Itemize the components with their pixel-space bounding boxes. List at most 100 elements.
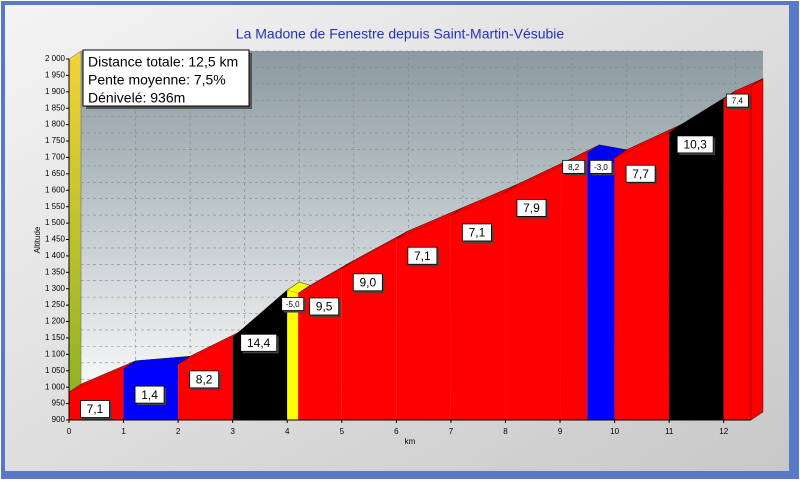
label-box (589, 159, 613, 174)
segment (232, 290, 288, 420)
segment (287, 290, 299, 420)
slope-label: 7,4 (725, 93, 751, 110)
y-tick-label: 1 700 (45, 153, 66, 162)
slope-value: 8,2 (196, 373, 213, 387)
label-box (281, 297, 305, 311)
y-tick-label: 1 600 (45, 185, 66, 194)
slope-value: 10,3 (683, 138, 707, 152)
slope-label: 9,5 (309, 297, 341, 317)
y-tick-label: 1 550 (45, 202, 66, 211)
y-tick-label: 1 250 (45, 300, 66, 309)
label-box (240, 333, 278, 352)
label-box (189, 370, 220, 389)
label-box (676, 135, 714, 154)
x-tick-label: 12 (719, 427, 728, 436)
slope-value: -5,0 (286, 300, 300, 309)
y-tick-label: 1 050 (45, 366, 66, 375)
segment (450, 192, 506, 420)
x-tick-label: 3 (230, 427, 235, 436)
label-box (407, 246, 438, 265)
annotation: Distance totale: 12,5 km (88, 54, 238, 70)
annotation-box: Distance totale: 12,5 km Pente moyenne: … (82, 49, 252, 109)
y-tick-label: 1 350 (45, 267, 66, 276)
y-tick-label: 1 900 (45, 87, 66, 96)
segment (560, 152, 588, 421)
x-tick-label: 5 (340, 427, 345, 436)
x-tick-label: 1 (121, 427, 126, 436)
x-tick-label: 7 (449, 427, 454, 436)
x-tick-label: 9 (558, 427, 563, 436)
y-tick-label: 1 450 (45, 235, 66, 244)
label-box (134, 385, 165, 404)
slope-label: 10,3 (676, 135, 716, 155)
chart-title: La Madone de Fenestre depuis Saint-Marti… (236, 26, 565, 42)
y-tick-label: 1 300 (45, 284, 66, 293)
y-tick-label: 1 150 (45, 333, 66, 342)
annotation: Pente moyenne: 7,5% (88, 72, 226, 88)
y-tick-label: 1 800 (45, 120, 66, 129)
x-axis-label: km (405, 437, 416, 446)
slope-label: -3,0 (589, 159, 614, 176)
segment (396, 215, 451, 420)
x-tick-label: 4 (285, 427, 290, 436)
slope-label: 8,2 (189, 370, 221, 390)
slope-label: 7,1 (80, 400, 112, 420)
slope-value: 8,2 (568, 163, 580, 172)
y-axis-label: Altitude (33, 226, 42, 253)
segment (341, 238, 397, 420)
label-box (352, 273, 383, 292)
slope-label: -5,0 (281, 297, 306, 313)
slope-label: 7,1 (407, 246, 439, 267)
box (82, 49, 250, 107)
slope-label: 8,2 (562, 159, 587, 176)
y-tick-label: 1 500 (45, 218, 66, 227)
y-tick-label: 1 650 (45, 169, 66, 178)
segment-side (750, 78, 764, 421)
x-tick-label: 2 (176, 427, 181, 436)
slope-value: 7,4 (732, 97, 744, 106)
slope-value: 7,1 (469, 226, 486, 240)
slope-value: 9,5 (316, 300, 333, 314)
slope-value: -3,0 (594, 163, 608, 172)
y-tick-label: 950 (52, 399, 66, 408)
label-box (516, 198, 547, 217)
segment (505, 166, 561, 420)
y-tick-label: 1 950 (45, 71, 66, 80)
slope-value: 7,9 (523, 201, 540, 215)
label-box (80, 400, 110, 418)
y-tick-label: 1 100 (45, 349, 66, 358)
y-tick-label: 1 750 (45, 136, 66, 145)
slope-label: 7,9 (516, 198, 548, 219)
label-box (309, 297, 340, 316)
slope-label: 14,4 (240, 333, 279, 354)
segment (723, 86, 751, 421)
y-tick-label: 2 000 (45, 54, 66, 63)
slope-value: 7,1 (87, 402, 104, 416)
slope-label: 9,0 (352, 273, 385, 293)
slope-label: 1,4 (134, 385, 167, 406)
x-tick-label: 8 (503, 427, 508, 436)
slope-label: 7,1 (462, 223, 494, 243)
annotation: Dénivelé: 936m (88, 90, 185, 106)
label-box (562, 159, 586, 174)
y-tick-label: 1 200 (45, 317, 66, 326)
segment (614, 132, 670, 420)
segment (669, 98, 724, 421)
x-tick-label: 10 (610, 427, 619, 436)
x-tick-label: 0 (67, 427, 72, 436)
slope-value: 14,4 (247, 336, 271, 350)
slope-value: 9,0 (359, 275, 376, 289)
slope-label: 7,7 (625, 164, 658, 185)
label-box (462, 223, 492, 242)
y-tick-label: 1 400 (45, 251, 66, 260)
side-wall (68, 50, 82, 421)
y-tick-label: 1 850 (45, 103, 66, 112)
segment (587, 152, 615, 421)
label-box (725, 93, 749, 108)
y-tick-label: 900 (52, 415, 66, 424)
slope-value: 7,1 (414, 249, 431, 263)
label-box (625, 164, 656, 183)
x-tick-label: 6 (394, 427, 399, 436)
